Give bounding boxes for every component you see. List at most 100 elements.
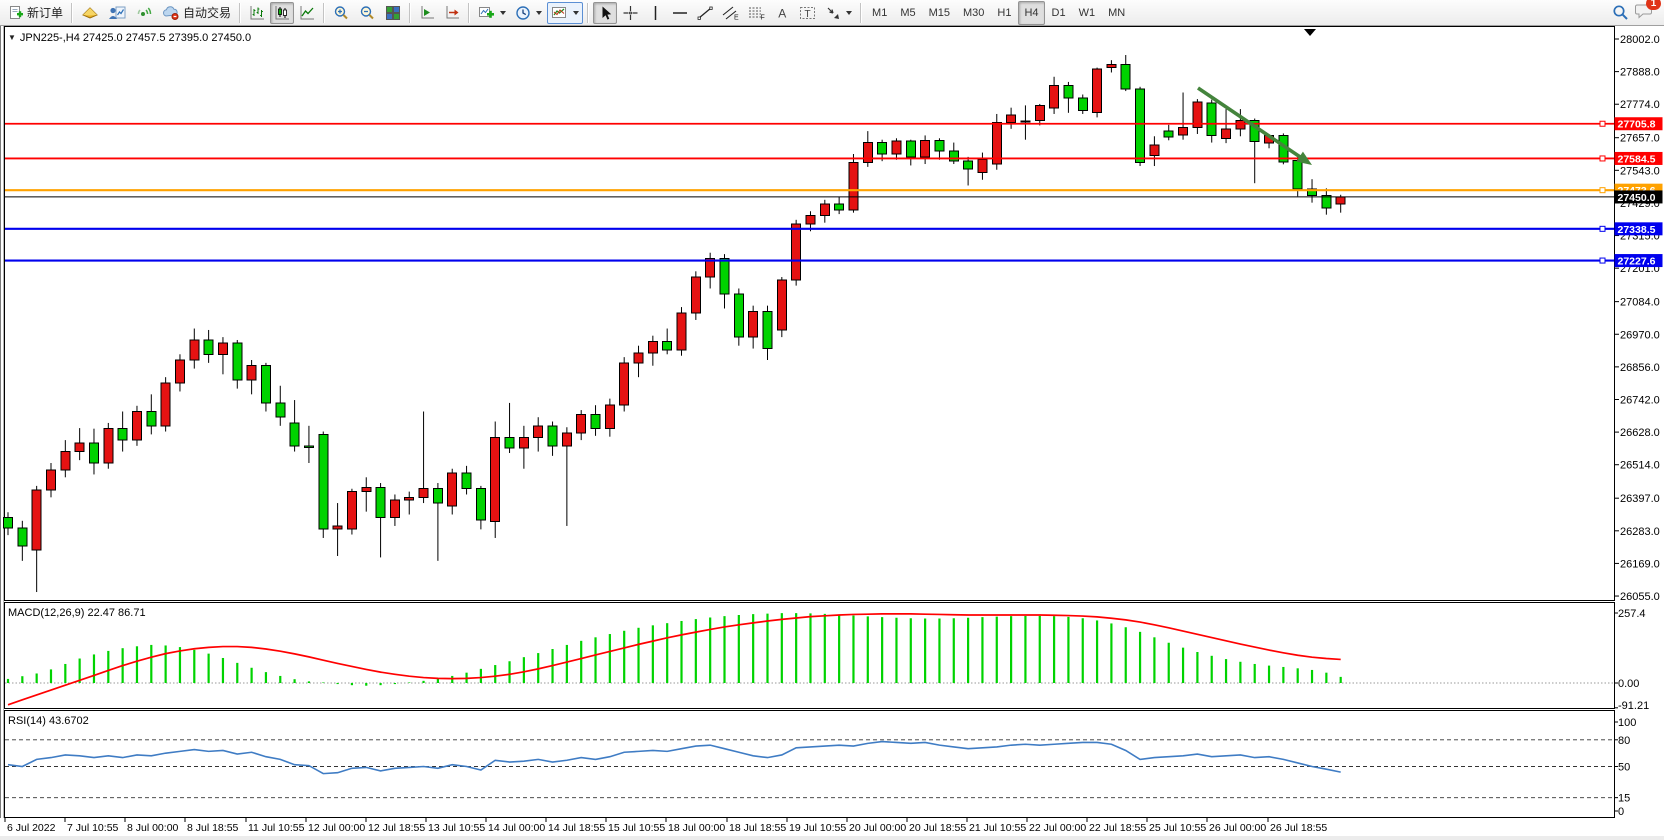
timeframe-h1[interactable]: H1 xyxy=(997,6,1012,19)
date-tick-label[interactable]: 14 Jul 00:00 xyxy=(488,822,545,834)
chart-shift-icon xyxy=(421,5,435,18)
date-tick-label[interactable]: 6 Jul 2022 xyxy=(7,822,56,834)
trend-arrow-head[interactable] xyxy=(1296,151,1312,165)
tile-windows-button[interactable] xyxy=(381,2,405,24)
candle-body xyxy=(432,488,443,504)
auto-trading-button[interactable]: 自动交易 xyxy=(158,2,235,24)
date-tick-label[interactable]: 22 Jul 00:00 xyxy=(1029,822,1086,834)
text-tool-button[interactable]: A xyxy=(770,2,794,24)
date-tick-label[interactable]: 12 Jul 00:00 xyxy=(308,822,365,834)
date-tick-label[interactable]: 11 Jul 10:55 xyxy=(248,822,305,834)
auto-trading-label: 自动交易 xyxy=(183,6,232,20)
market-watch-button[interactable] xyxy=(77,2,103,24)
price-tick-label: 26283.0 xyxy=(1620,526,1660,538)
signals-button[interactable] xyxy=(131,2,157,24)
timeframe-mn[interactable]: MN xyxy=(1108,6,1126,19)
chart-shift-button[interactable] xyxy=(415,2,439,24)
chat-button[interactable]: 1 xyxy=(1635,0,1661,24)
candle-body xyxy=(74,442,85,453)
zoom-out-button[interactable] xyxy=(355,2,380,24)
fibonacci-icon: F xyxy=(749,7,765,21)
date-tick-label[interactable]: 26 Jul 18:55 xyxy=(1270,822,1327,834)
date-tick-label[interactable]: 19 Jul 10:55 xyxy=(789,822,846,834)
date-tick-label[interactable]: 15 Jul 10:55 xyxy=(608,822,665,834)
line-handle[interactable] xyxy=(1599,187,1606,194)
timeframe-w1[interactable]: W1 xyxy=(1078,6,1096,19)
date-tick-label[interactable]: 20 Jul 18:55 xyxy=(909,822,966,834)
macd-tick-label: 0.00 xyxy=(1618,678,1639,690)
candle-body xyxy=(690,276,701,314)
date-tick-label[interactable]: 8 Jul 00:00 xyxy=(127,822,179,834)
candle-body xyxy=(948,150,959,162)
timeframe-m15[interactable]: M15 xyxy=(928,6,950,19)
bar-chart-button[interactable] xyxy=(245,2,269,24)
date-tick-label[interactable]: 22 Jul 18:55 xyxy=(1089,822,1146,834)
candle-body xyxy=(1020,120,1031,123)
candle-body xyxy=(1292,160,1303,190)
line-handle[interactable] xyxy=(1599,120,1606,127)
candle-body xyxy=(877,142,888,155)
line-handle[interactable] xyxy=(1599,225,1606,232)
candlestick-icon xyxy=(275,5,290,19)
templates-button[interactable] xyxy=(547,1,584,24)
candle-body xyxy=(260,365,271,404)
candle-body xyxy=(1077,97,1088,112)
date-tick-label[interactable]: 18 Jul 00:00 xyxy=(668,822,725,834)
channel-tool-button[interactable]: E xyxy=(718,2,743,24)
candle-body xyxy=(332,525,343,530)
timeframe-m30[interactable]: M30 xyxy=(963,6,985,19)
horizontal-line-icon xyxy=(673,11,688,14)
auto-scroll-button[interactable] xyxy=(440,2,464,24)
date-tick-label[interactable]: 13 Jul 10:55 xyxy=(428,822,485,834)
date-tick-label[interactable]: 14 Jul 18:55 xyxy=(548,822,605,834)
price-line-badge-label: 27338.5 xyxy=(1618,224,1656,236)
line-chart-icon xyxy=(300,5,315,19)
periods-button[interactable] xyxy=(511,2,546,24)
crosshair-tool-button[interactable] xyxy=(618,2,642,24)
new-order-button[interactable]: 新订单 xyxy=(4,2,67,24)
date-tick-label[interactable]: 12 Jul 18:55 xyxy=(368,822,425,834)
candle-body xyxy=(1206,102,1217,136)
symbol-dropdown-icon[interactable]: ▼ xyxy=(8,33,16,42)
chart-shift-marker[interactable] xyxy=(1304,29,1316,36)
line-handle[interactable] xyxy=(1599,155,1606,162)
text-label-tool-button[interactable]: T xyxy=(795,2,820,24)
new-order-icon xyxy=(10,5,23,19)
trendline-tool-button[interactable] xyxy=(693,2,717,24)
fibonacci-tool-button[interactable]: F xyxy=(744,2,769,24)
line-handle[interactable] xyxy=(1599,257,1606,264)
horizontal-line-tool-button[interactable] xyxy=(668,2,692,24)
date-tick-label[interactable]: 20 Jul 00:00 xyxy=(849,822,906,834)
svg-text:F: F xyxy=(761,14,765,21)
date-tick-label[interactable]: 18 Jul 18:55 xyxy=(729,822,786,834)
timeframe-m1[interactable]: M1 xyxy=(872,6,888,19)
trend-arrow[interactable] xyxy=(1196,86,1305,161)
timeframe-d1[interactable]: D1 xyxy=(1051,6,1066,19)
candle-body xyxy=(604,404,615,430)
vertical-line-tool-button[interactable] xyxy=(643,2,667,24)
templates-icon xyxy=(552,6,567,18)
new-chart-button[interactable] xyxy=(474,2,510,24)
timeframe-m5[interactable]: M5 xyxy=(900,6,916,19)
search-icon[interactable] xyxy=(1612,4,1629,21)
clock-icon xyxy=(516,5,530,20)
cursor-tool-button[interactable] xyxy=(593,1,618,24)
date-tick-label[interactable]: 8 Jul 18:55 xyxy=(187,822,239,834)
separator xyxy=(468,2,471,23)
zoom-in-button[interactable] xyxy=(329,2,354,24)
date-tick-label[interactable]: 25 Jul 10:55 xyxy=(1149,822,1206,834)
arrows-tool-button[interactable] xyxy=(821,2,856,24)
timeframe-h4[interactable]: H4 xyxy=(1018,0,1045,25)
timeframe-bar: M1 M5 M15 M30 H1 H4 D1 W1 MN xyxy=(866,0,1131,25)
price-tick-label: 26628.0 xyxy=(1620,427,1660,439)
date-tick-label[interactable]: 7 Jul 10:55 xyxy=(67,822,119,834)
price-chart[interactable]: 28002.027888.027774.027657.027543.027429… xyxy=(0,26,1664,840)
date-tick-label[interactable]: 26 Jul 00:00 xyxy=(1209,822,1266,834)
line-chart-button[interactable] xyxy=(295,2,319,24)
separator xyxy=(71,2,74,23)
candlestick-chart-button[interactable] xyxy=(270,1,295,24)
date-tick-label[interactable]: 21 Jul 10:55 xyxy=(969,822,1026,834)
price-line-badge xyxy=(1614,117,1663,131)
navigator-button[interactable] xyxy=(104,2,130,24)
price-tick-label: 27084.0 xyxy=(1620,297,1660,309)
